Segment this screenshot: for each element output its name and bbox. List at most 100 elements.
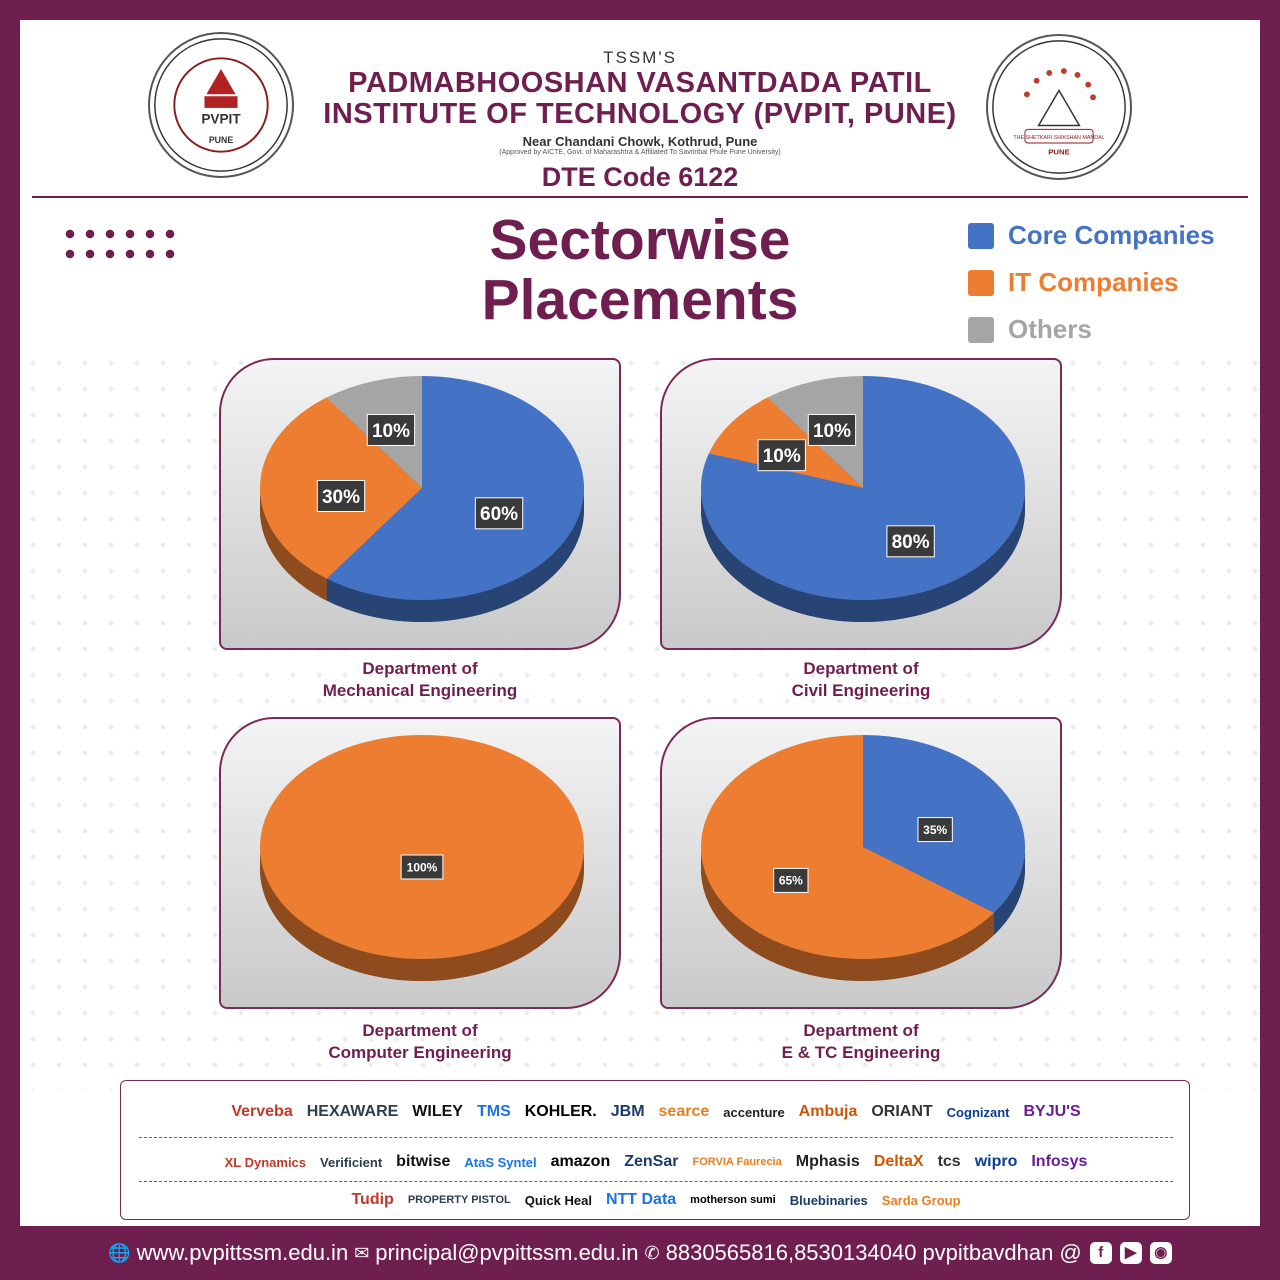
pie-slice-core-companies (326, 376, 584, 600)
pie-slice-it-companies (260, 735, 584, 959)
svg-text:65%: 65% (779, 874, 803, 888)
data-label: 80% (886, 525, 935, 558)
recruiter-logo: ZenSar (624, 1153, 679, 1170)
title-line1: Sectorwise (489, 208, 791, 272)
footer-handle: pvpitbavdhan @ (922, 1240, 1082, 1265)
recruiter-logo: JBM (610, 1103, 645, 1120)
right-seal-text: THE SHETKARI SHIKSHAN MANDAL (1013, 135, 1104, 141)
left-seal-sub: PUNE (209, 135, 233, 145)
row-separator (139, 1137, 1173, 1138)
recruiter-logo: XL Dynamics (224, 1154, 307, 1170)
data-label: 10% (366, 413, 416, 446)
recruiter-logo: Verveba (231, 1103, 293, 1120)
recruiter-logo: WILEY (412, 1103, 463, 1120)
facebook-icon[interactable]: f (1089, 1242, 1112, 1264)
recruiter-logo: DeltaX (873, 1153, 924, 1170)
legend-swatch-others (968, 316, 994, 343)
institute-address: Near Chandani Chowk, Kothrud, Pune (522, 134, 758, 149)
legend-label-others: Others (1008, 314, 1092, 344)
recruiter-logo: Quick Heal (524, 1192, 592, 1208)
legend-item-core: Core Companies (968, 212, 1215, 259)
legend: Core Companies IT Companies Others (968, 212, 1215, 353)
pie-panel-etc: 35% 65% (660, 717, 1062, 1009)
recruiter-logo: amazon (550, 1153, 611, 1170)
header: PVPIT PUNE TSSM'S PADMABHOOSHAN VASANTDA… (20, 20, 1260, 198)
dept-line2: Civil Engineering (791, 681, 931, 700)
recruiter-logo: PROPERTY PISTOL (407, 1194, 511, 1206)
data-label: 100% (400, 854, 444, 880)
data-label: 10% (807, 413, 857, 446)
recruiter-logo: bitwise (396, 1153, 451, 1170)
dept-line1: Department of (803, 659, 919, 678)
pie-side-1 (701, 847, 995, 981)
recruiter-logo: Infosys (1031, 1153, 1088, 1170)
dte-code: DTE Code 6122 (541, 162, 739, 192)
recruiter-logo: AtaS Syntel (464, 1154, 537, 1170)
legend-label-it: IT Companies (1008, 267, 1179, 297)
instagram-icon[interactable]: ◉ (1149, 1242, 1172, 1264)
pie-chart-civil: 80% 10% 10% (701, 376, 1025, 622)
recruiter-logo: NTT Data (605, 1191, 677, 1208)
pie-slice-it-companies (701, 735, 995, 959)
recruiter-logo: BYJU'S (1023, 1103, 1081, 1120)
recruiter-logo: tcs (937, 1153, 961, 1170)
shetkari-mandal-seal-logo: THE SHETKARI SHIKSHAN MANDAL PUNE (986, 34, 1132, 180)
svg-text:100%: 100% (407, 860, 438, 874)
svg-text:10%: 10% (763, 446, 801, 467)
footer-email[interactable]: principal@pvpittssm.edu.in (375, 1240, 639, 1265)
data-label: 30% (316, 480, 366, 512)
footer-phone[interactable]: 8830565816,8530134040 (665, 1240, 917, 1265)
pie-panel-mechanical: 60% 30% 10% (219, 358, 621, 650)
pie-panel-computer: 100% (219, 717, 621, 1009)
footer-website[interactable]: www.pvpittssm.edu.in (136, 1240, 349, 1265)
svg-text:30%: 30% (322, 487, 360, 508)
recruiter-logo: accenture (723, 1104, 785, 1120)
legend-item-others: Others (968, 306, 1215, 353)
data-label: 60% (474, 497, 524, 530)
institute-name-line2: INSTITUTE OF TECHNOLOGY (PVPIT, PUNE) (323, 98, 957, 130)
pvpit-seal-logo: PVPIT PUNE (148, 32, 294, 178)
recruiter-logo: Bluebinaries (789, 1192, 868, 1208)
dept-line1: Department of (362, 1021, 478, 1040)
dept-line2: E & TC Engineering (781, 1043, 941, 1062)
recruiter-row-1: Verveba HEXAWARE WILEY TMS KOHLER. JBM searce a… (141, 1095, 1171, 1129)
approval-text: (Approved by AICTE, Govt. of Maharashtra… (499, 149, 781, 156)
recruiter-logo: searce (658, 1103, 710, 1120)
pie-side-0 (701, 488, 1025, 622)
row-separator (139, 1181, 1173, 1182)
recruiter-logo: Ambuja (798, 1103, 858, 1120)
youtube-icon[interactable]: ▶ (1119, 1242, 1142, 1264)
legend-item-it: IT Companies (968, 259, 1215, 306)
recruiter-row-3: Tudip PROPERTY PISTOL Quick Heal NTT Data mo… (141, 1185, 1171, 1215)
institute-name-line1: PADMABHOOSHAN VASANTDADA PATIL (348, 67, 932, 99)
svg-text:60%: 60% (480, 504, 518, 525)
poster-frame: PVPIT PUNE TSSM'S PADMABHOOSHAN VASANTDA… (20, 20, 1260, 1226)
recruiter-logo: Tudip (351, 1191, 394, 1208)
dept-line2: Mechanical Engineering (322, 681, 518, 700)
right-seal-sub: PUNE (1048, 148, 1070, 157)
pie-side-0 (326, 488, 584, 622)
recruiter-logo: Verificient (320, 1154, 383, 1170)
footer: 🌐 www.pvpittssm.edu.in ✉ principal@pvpit… (0, 1226, 1280, 1280)
dept-label-mechanical: Department of Mechanical Engineering (219, 658, 621, 702)
svg-text:35%: 35% (923, 823, 947, 837)
decorative-dots (60, 224, 180, 266)
page-title: Sectorwise Placements (410, 210, 870, 330)
recruiter-logo: Cognizant (946, 1104, 1010, 1120)
pie-panel-civil: 80% 10% 10% (660, 358, 1062, 650)
recruiter-logos-box: Verveba HEXAWARE WILEY TMS KOHLER. JBM searce a… (120, 1080, 1190, 1220)
recruiter-row-2: XL Dynamics Verificient bitwise AtaS Syntel… (141, 1145, 1171, 1179)
tssm-label: TSSM'S (603, 48, 677, 67)
recruiter-logo: motherson sumi (690, 1194, 776, 1206)
data-label: 65% (773, 867, 809, 893)
dept-label-etc: Department of E & TC Engineering (660, 1020, 1062, 1064)
svg-text:10%: 10% (813, 421, 851, 442)
legend-swatch-it (968, 269, 994, 296)
recruiter-logo: Mphasis (795, 1153, 860, 1170)
recruiter-logo: wipro (974, 1153, 1018, 1170)
recruiter-logo: HEXAWARE (306, 1103, 399, 1120)
header-divider (32, 196, 1248, 198)
pie-side-0 (994, 847, 1025, 935)
svg-text:10%: 10% (372, 421, 410, 442)
pie-chart-etc: 35% 65% (701, 735, 1025, 981)
